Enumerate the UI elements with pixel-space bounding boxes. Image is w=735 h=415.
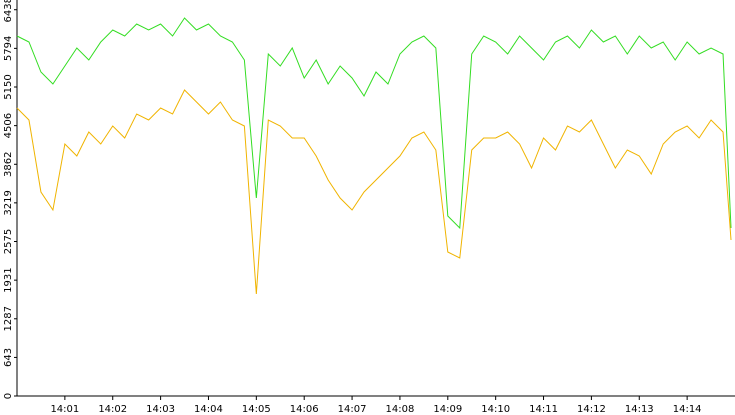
series-line [16, 17, 732, 230]
y-tick-label: 643 [3, 348, 14, 367]
y-tick-label: 2575 [3, 229, 14, 254]
x-tick-label: 14:11 [529, 404, 558, 415]
x-tick-label: 14:10 [481, 404, 510, 415]
x-tick-label: 14:08 [386, 404, 415, 415]
x-tick-label: 14:12 [577, 404, 606, 415]
y-tick-label: 4506 [3, 113, 14, 138]
y-tick-label: 3219 [3, 190, 14, 215]
x-tick-label: 14:04 [194, 404, 223, 415]
y-tick-label: 1931 [3, 267, 14, 292]
x-tick-label: 14:05 [242, 404, 271, 415]
y-tick-label: 6438 [3, 0, 14, 22]
x-tick-label: 14:03 [146, 404, 175, 415]
x-tick-label: 14:01 [50, 404, 79, 415]
x-tick-label: 14:14 [673, 404, 702, 415]
y-tick-label: 1287 [3, 306, 14, 331]
series-line [16, 89, 732, 295]
x-tick-label: 14:07 [338, 404, 367, 415]
y-tick-label: 0 [3, 393, 14, 399]
y-tick-label: 5150 [3, 74, 14, 99]
x-tick-label: 14:13 [625, 404, 654, 415]
y-tick-label: 3862 [3, 152, 14, 177]
x-tick-label: 14:02 [98, 404, 127, 415]
x-tick-label: 14:06 [290, 404, 319, 415]
x-tick-label: 14:09 [433, 404, 462, 415]
y-tick-label: 5794 [3, 36, 14, 61]
